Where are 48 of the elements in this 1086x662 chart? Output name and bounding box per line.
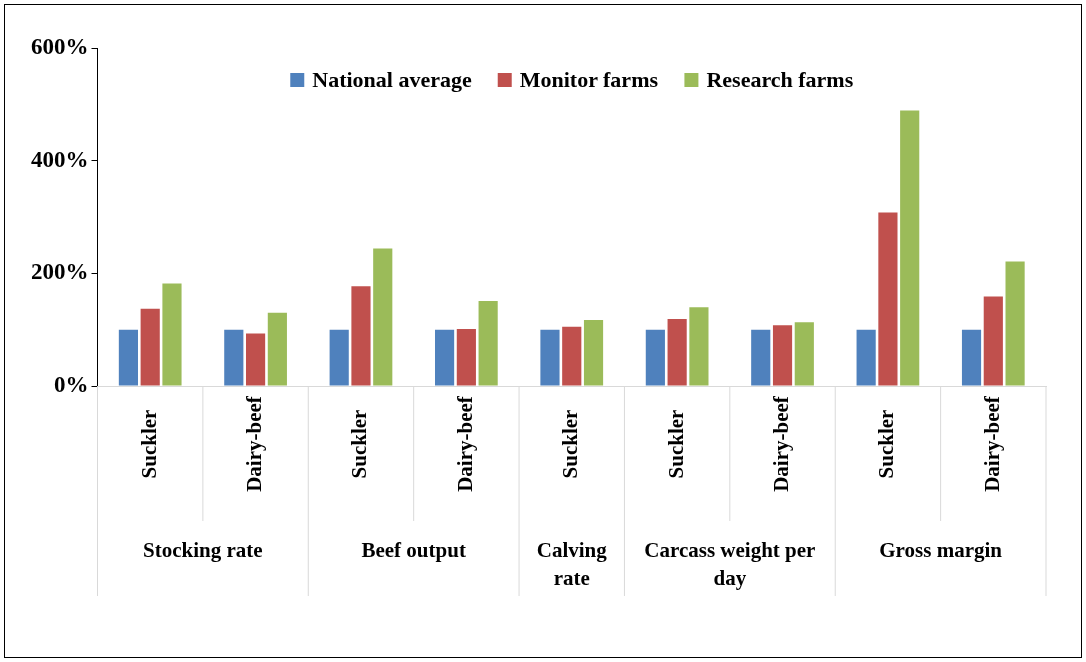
legend-label: Monitor farms bbox=[519, 66, 659, 92]
bar bbox=[961, 329, 982, 386]
bar bbox=[900, 110, 920, 386]
bar bbox=[435, 329, 455, 386]
bar bbox=[878, 212, 898, 386]
y-tick-label: 400% bbox=[31, 146, 89, 172]
bar bbox=[456, 329, 476, 386]
x-tick-label: Dairy-beef bbox=[979, 395, 1004, 492]
bar bbox=[562, 326, 582, 386]
bar bbox=[246, 333, 266, 386]
text: Beef output bbox=[361, 538, 466, 563]
x-tick-label: Suckler bbox=[558, 409, 583, 479]
legend-label: National average bbox=[312, 66, 472, 92]
bar bbox=[162, 283, 182, 386]
bar bbox=[689, 307, 709, 386]
x-tick-label: Suckler bbox=[136, 409, 161, 479]
bar bbox=[373, 248, 393, 386]
bar bbox=[329, 329, 349, 386]
bar bbox=[118, 329, 138, 386]
legend-label: Research farms bbox=[706, 66, 854, 92]
x-tick-label: Suckler bbox=[663, 409, 688, 479]
bar bbox=[772, 325, 793, 386]
y-tick-label: 600% bbox=[31, 33, 89, 59]
text: Carcass weight per day bbox=[644, 538, 816, 591]
x-tick-label: Dairy-beef bbox=[768, 395, 793, 492]
bar bbox=[583, 320, 604, 386]
bar bbox=[856, 329, 876, 386]
bar bbox=[140, 308, 160, 386]
bar bbox=[224, 329, 244, 386]
y-tick-label: 200% bbox=[31, 259, 89, 285]
bar bbox=[1005, 261, 1025, 386]
y-tick-label: 0% bbox=[54, 371, 89, 397]
bar bbox=[751, 329, 771, 386]
bar bbox=[667, 318, 687, 386]
text: Stocking rate bbox=[143, 538, 263, 563]
bar bbox=[645, 329, 665, 386]
x-tick-label: Suckler bbox=[347, 409, 372, 479]
bar bbox=[540, 329, 560, 386]
bar bbox=[351, 286, 371, 386]
bar bbox=[794, 322, 814, 386]
text: Gross margin bbox=[879, 538, 1003, 563]
x-tick-label: Dairy-beef bbox=[452, 395, 477, 492]
x-tick-label: Dairy-beef bbox=[242, 395, 267, 492]
x-tick-label: Suckler bbox=[874, 409, 899, 479]
bar bbox=[983, 296, 1003, 386]
text: Calving rate bbox=[536, 538, 608, 591]
bar bbox=[478, 300, 498, 386]
bar bbox=[267, 312, 287, 386]
